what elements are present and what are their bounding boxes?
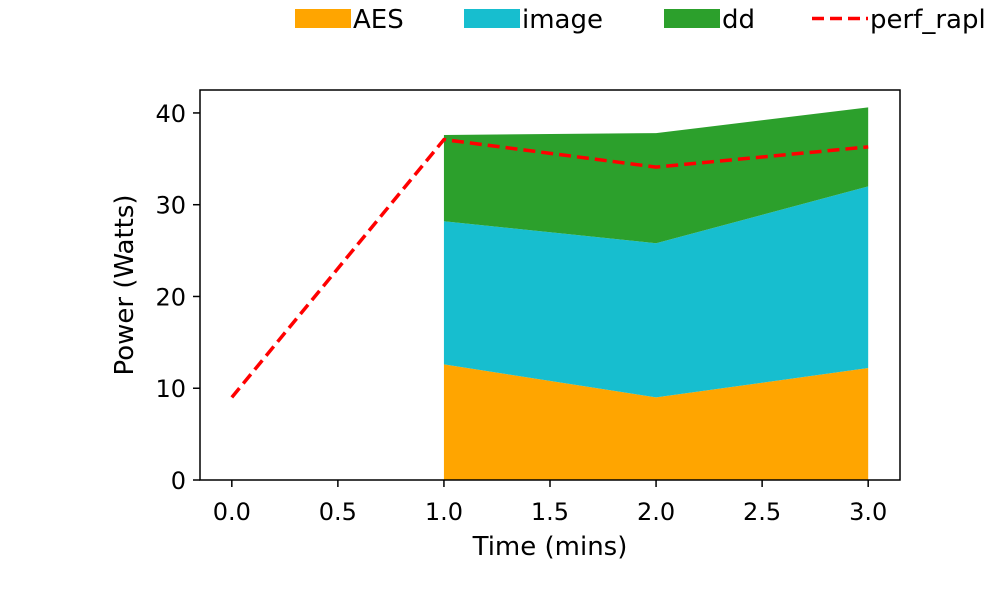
legend-swatch-aes (295, 9, 351, 28)
y-tick-label: 0 (171, 467, 186, 495)
x-tick-label: 2.5 (743, 498, 781, 526)
legend-label-dd: dd (722, 5, 755, 35)
line-series-group (230, 137, 869, 399)
y-tick-label: 10 (155, 375, 186, 403)
x-tick-label: 1.5 (531, 498, 569, 526)
x-tick-label: 1.0 (425, 498, 463, 526)
x-axis-title: Time (mins) (472, 532, 628, 562)
y-tick-label: 20 (155, 283, 186, 311)
legend-swatch-image (464, 9, 520, 28)
area-aes (443, 364, 869, 480)
x-tick-label: 0.5 (319, 498, 357, 526)
y-axis: 0 10 20 30 40 (155, 100, 200, 495)
legend-label-image: image (522, 5, 603, 35)
x-tick-label: 3.0 (849, 498, 887, 526)
x-axis: 0.0 0.5 1.0 1.5 2.0 2.5 3.0 (213, 480, 887, 526)
x-tick-label: 0.0 (213, 498, 251, 526)
line-perf_rapl (230, 137, 869, 399)
y-tick-label: 40 (155, 100, 186, 128)
legend: AES image dd perf_rapl (295, 5, 986, 35)
legend-label-perf_rapl: perf_rapl (870, 5, 986, 35)
x-tick-label: 2.0 (637, 498, 675, 526)
area-series-group (443, 107, 869, 480)
legend-label-aes: AES (353, 5, 404, 35)
y-tick-label: 30 (155, 192, 186, 220)
area-image (443, 186, 869, 398)
legend-swatch-dd (664, 9, 720, 28)
y-axis-title: Power (Watts) (110, 194, 140, 375)
area-dd (443, 107, 869, 244)
